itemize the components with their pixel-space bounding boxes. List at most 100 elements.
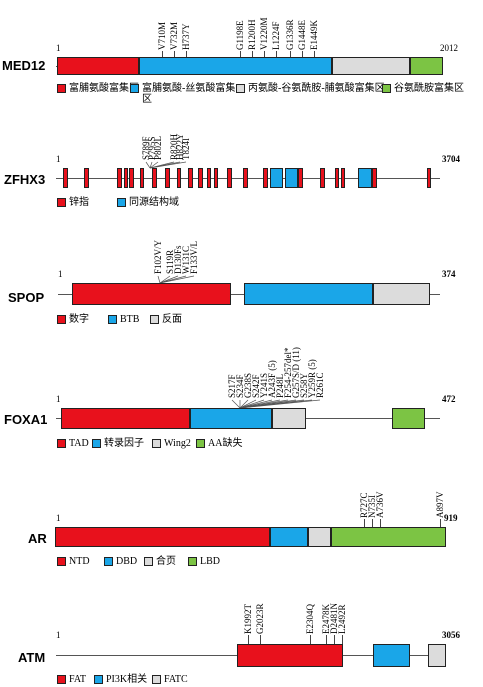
domain-box xyxy=(72,283,231,305)
mutation-leader xyxy=(149,161,153,169)
domain-box xyxy=(392,408,425,429)
legend-swatch xyxy=(94,675,103,684)
legend-label: NTD xyxy=(69,556,90,567)
domain-box xyxy=(270,168,283,188)
legend-swatch xyxy=(188,557,197,566)
legend-item: 丙氨酸-谷氨酰胺-脯氨酸富集区 xyxy=(236,83,385,94)
legend-item: 同源结构域 xyxy=(117,197,179,208)
legend-label: 谷氨酰胺富集区 xyxy=(394,83,464,94)
legend-label: LBD xyxy=(200,556,220,567)
legend-label: FATC xyxy=(164,674,188,685)
mutation-tick xyxy=(302,51,303,57)
mutation-label: A736V xyxy=(375,491,385,519)
gene-name: FOXA1 xyxy=(4,412,48,427)
mutation-leader xyxy=(149,161,159,169)
legend-label: PI3K相关 xyxy=(106,674,148,685)
domain-box xyxy=(332,57,410,75)
end-position: 472 xyxy=(442,394,456,404)
domain-box xyxy=(198,168,203,188)
domain-box xyxy=(227,168,232,188)
domain-box xyxy=(117,168,122,188)
domain-box xyxy=(237,644,343,667)
legend-label: 富脯氨酸富集区 xyxy=(69,83,139,94)
mutation-label: G2023R xyxy=(255,603,265,634)
domain-box xyxy=(214,168,218,188)
mutation-label: R261C xyxy=(315,372,325,398)
domain-box xyxy=(298,168,303,188)
legend-item: 锌指 xyxy=(57,197,89,208)
domain-box xyxy=(427,168,431,188)
domain-box xyxy=(140,168,144,188)
legend-label: Wing2 xyxy=(164,438,191,449)
mutation-label: V1220M xyxy=(259,17,269,50)
legend-swatch xyxy=(57,198,66,207)
mutation-tick xyxy=(162,51,163,57)
domain-box xyxy=(331,527,446,547)
domain-box xyxy=(373,283,430,305)
legend-item: PI3K相关 xyxy=(94,674,147,685)
mutation-label: R1200H xyxy=(247,19,257,50)
mutation-tick xyxy=(264,51,265,57)
legend-swatch xyxy=(382,84,391,93)
mutation-tick xyxy=(342,635,343,644)
mutation-label: G1198E xyxy=(235,20,245,50)
mutation-tick xyxy=(334,635,335,644)
mutation-tick xyxy=(276,51,277,57)
mutation-tick xyxy=(186,51,187,57)
domain-box xyxy=(358,168,372,188)
domain-box xyxy=(308,527,331,547)
mutation-label: E1449K xyxy=(309,20,319,50)
legend-swatch xyxy=(92,439,101,448)
end-position: 374 xyxy=(442,269,456,279)
mutation-tick xyxy=(440,519,441,527)
mutation-leader xyxy=(239,399,321,409)
legend-label: FAT xyxy=(69,674,87,685)
start-position: 1 xyxy=(56,154,61,164)
legend-label: 丙氨酸-谷氨酰胺-脯氨酸富集区 xyxy=(248,83,385,94)
legend-swatch xyxy=(236,84,245,93)
legend-item: TAD xyxy=(57,438,89,449)
mutation-leader xyxy=(159,275,171,284)
domain-box xyxy=(341,168,345,188)
mutation-label: L1224F xyxy=(271,21,281,50)
domain-box xyxy=(61,408,190,429)
mutation-tick xyxy=(326,635,327,644)
domain-box xyxy=(129,168,134,188)
legend-swatch xyxy=(144,557,153,566)
mutation-tick xyxy=(372,519,373,527)
legend-label: 合页 xyxy=(156,556,176,567)
legend-item: 谷氨酰胺富集区 xyxy=(382,83,464,94)
legend-label: 数字 xyxy=(69,314,89,325)
domain-box xyxy=(285,168,298,188)
domain-box xyxy=(57,57,139,75)
legend-label: AA缺失 xyxy=(208,438,243,449)
mutation-label: G1336R xyxy=(285,19,295,50)
domain-box xyxy=(207,168,211,188)
legend-swatch xyxy=(117,198,126,207)
mutation-leader xyxy=(159,275,195,284)
mutation-leader xyxy=(149,161,187,169)
mutation-label: V732M xyxy=(169,21,179,50)
mutation-tick xyxy=(174,51,175,57)
legend-swatch xyxy=(57,439,66,448)
mutation-tick xyxy=(248,635,249,644)
mutation-tick xyxy=(240,51,241,57)
legend-label: 锌指 xyxy=(69,197,89,208)
mutation-label: T824I xyxy=(181,138,191,160)
mutation-tick xyxy=(260,635,261,644)
legend-item: LBD xyxy=(188,556,220,567)
domain-box xyxy=(243,168,248,188)
start-position: 1 xyxy=(56,43,61,53)
legend-label: TAD xyxy=(69,438,89,449)
domain-box xyxy=(372,168,377,188)
legend-label: 富脯氨酸-丝氨酸富集区 xyxy=(142,83,236,105)
legend-swatch xyxy=(57,84,66,93)
legend-swatch xyxy=(152,439,161,448)
end-position: 2012 xyxy=(440,43,458,53)
legend-item: 合页 xyxy=(144,556,176,567)
legend-swatch xyxy=(57,675,66,684)
domain-box xyxy=(410,57,443,75)
domain-box xyxy=(124,168,128,188)
legend-item: FAT xyxy=(57,674,86,685)
